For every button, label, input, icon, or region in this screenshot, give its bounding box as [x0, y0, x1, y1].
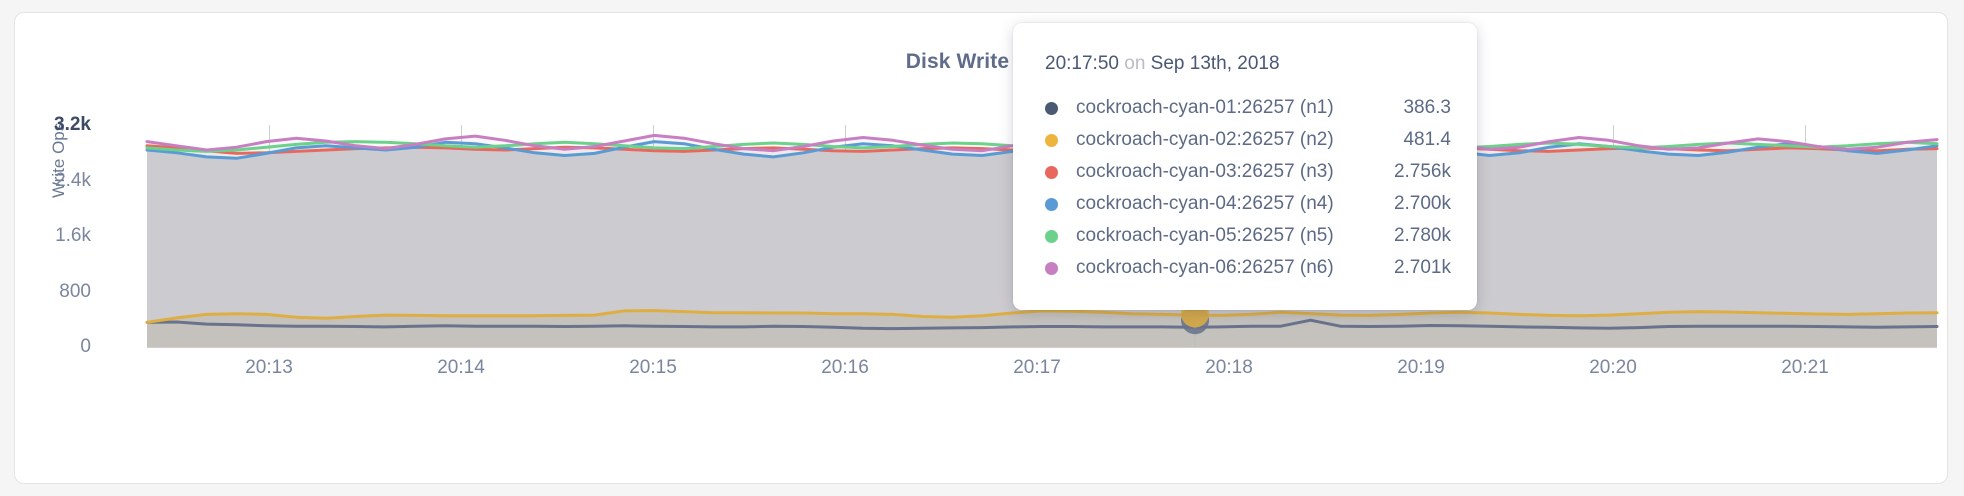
tooltip-series-value: 2.700k: [1393, 193, 1451, 214]
metric-card: Disk Write Ops Write Ops 0 800 1.6k 2.4k 3.2…: [14, 12, 1948, 484]
tooltip-date: Sep 13th, 2018: [1150, 53, 1280, 74]
x-axis-tick-label: 20:17: [1013, 357, 1061, 378]
x-axis-tick-label: 20:20: [1589, 357, 1637, 378]
series-color-dot-icon: [1045, 165, 1058, 179]
tooltip-series-value: 2.701k: [1393, 257, 1451, 278]
tooltip-row: cockroach-cyan-02:26257 (n2) 481.4: [1045, 124, 1451, 156]
x-axis-tick-label: 20:13: [245, 357, 293, 378]
x-axis-tick-label: 20:16: [821, 357, 869, 378]
series-color-dot-icon: [1045, 197, 1058, 211]
series-line: [145, 309, 1939, 324]
tooltip-row: cockroach-cyan-01:26257 (n1) 386.3: [1045, 92, 1451, 124]
chart-title: Disk Write Ops: [905, 50, 1057, 73]
x-axis-tick-label: 20:18: [1205, 357, 1253, 378]
y-axis-tick-label: 3.2k: [54, 114, 91, 135]
y-axis-tick-label: 1.6k: [55, 225, 91, 246]
series-color-dot-icon: [1045, 133, 1058, 147]
tooltip-series-label: cockroach-cyan-04:26257 (n4): [1076, 193, 1334, 214]
series-color-dot-icon: [1045, 261, 1058, 275]
tooltip-series-list: cockroach-cyan-01:26257 (n1) 386.3 cockroa…: [1045, 92, 1451, 284]
x-axis-tick-label: 20:19: [1397, 357, 1445, 378]
tooltip-series-label: cockroach-cyan-02:26257 (n2): [1076, 129, 1334, 150]
y-axis-tick-label: 0: [80, 336, 91, 357]
tooltip-connector: on: [1124, 53, 1146, 74]
tooltip-row: cockroach-cyan-04:26257 (n4) 2.700k: [1045, 188, 1451, 220]
tooltip-series-label: cockroach-cyan-05:26257 (n5): [1076, 225, 1334, 246]
tooltip-series-label: cockroach-cyan-03:26257 (n3): [1076, 161, 1334, 182]
tooltip-row: cockroach-cyan-05:26257 (n5) 2.780k: [1045, 220, 1451, 252]
x-axis-tick-label: 20:15: [629, 357, 677, 378]
hover-tooltip: 20:17:50 on Sep 13th, 2018 cockroach-cya…: [1013, 23, 1477, 310]
tooltip-row: cockroach-cyan-06:26257 (n6) 2.701k: [1045, 252, 1451, 284]
area-fill-lower-band: [147, 310, 1937, 347]
tooltip-series-value: 2.756k: [1393, 161, 1451, 182]
y-axis-tick-label: 2.4k: [55, 169, 91, 191]
tooltip-timestamp: 20:17:50 on Sep 13th, 2018: [1045, 53, 1451, 75]
tooltip-time: 20:17:50: [1045, 53, 1119, 74]
tooltip-series-value: 386.3: [1403, 97, 1451, 118]
tooltip-row: cockroach-cyan-03:26257 (n3) 2.756k: [1045, 156, 1451, 188]
series-line: [145, 318, 1939, 331]
x-axis-tick-label: 20:21: [1781, 357, 1829, 378]
series-color-dot-icon: [1045, 229, 1058, 243]
gridline-horizontal: [147, 347, 1937, 348]
y-axis-tick-label: 800: [59, 280, 91, 302]
tooltip-series-value: 481.4: [1403, 129, 1451, 150]
series-color-dot-icon: [1045, 101, 1058, 115]
tooltip-series-label: cockroach-cyan-01:26257 (n1): [1076, 97, 1334, 118]
x-axis-tick-label: 20:14: [437, 357, 485, 378]
tooltip-series-value: 2.780k: [1393, 225, 1451, 246]
tooltip-series-label: cockroach-cyan-06:26257 (n6): [1076, 257, 1334, 278]
